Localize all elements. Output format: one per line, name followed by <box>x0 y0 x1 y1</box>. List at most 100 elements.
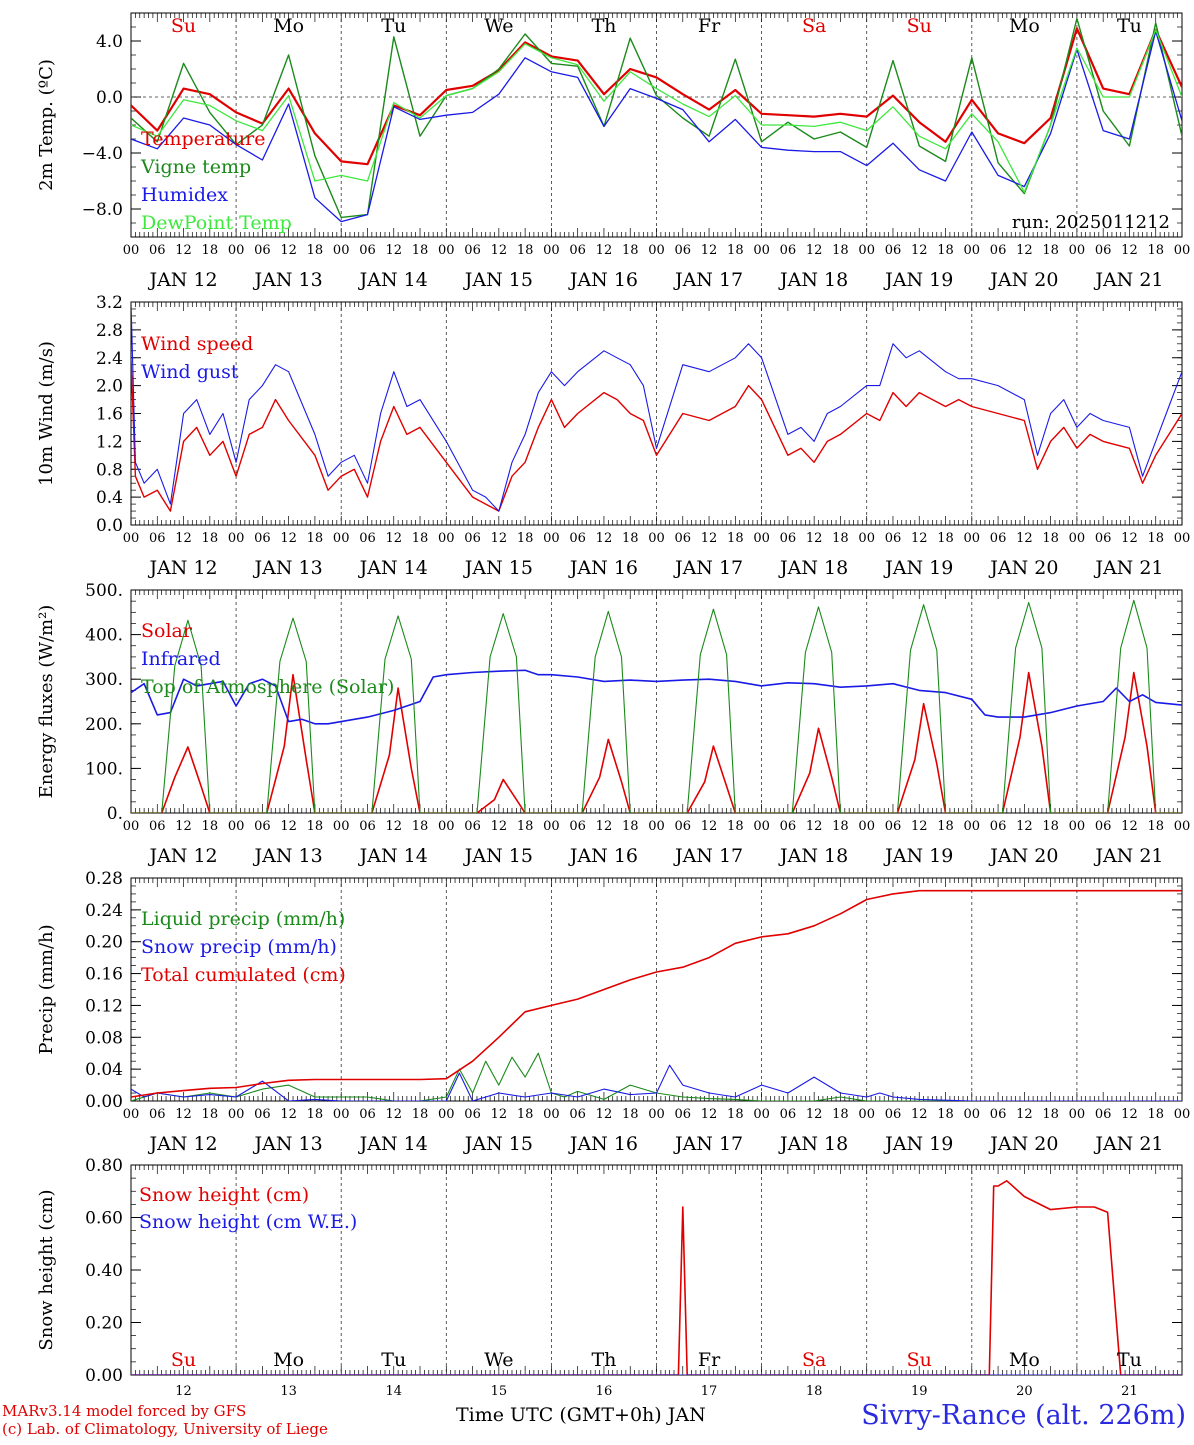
legend-entry: Snow height (cm) <box>139 1184 309 1206</box>
y-tick-label: 0.08 <box>85 1028 123 1048</box>
hour-tick-label: 00 <box>333 819 350 834</box>
date-label: JAN 14 <box>358 1133 428 1155</box>
hour-tick-label: 00 <box>964 1107 981 1122</box>
day-number-label: 20 <box>1016 1384 1033 1399</box>
y-tick-label: 500. <box>85 581 123 601</box>
hour-tick-label: 00 <box>228 1107 245 1122</box>
day-number-label: 21 <box>1121 1384 1138 1399</box>
y-tick-label: 4.0 <box>96 32 123 52</box>
hour-tick-label: 18 <box>412 1107 429 1122</box>
hour-tick-label: 12 <box>491 1107 508 1122</box>
hour-tick-label: 00 <box>753 243 770 258</box>
hour-tick-label: 00 <box>438 1107 455 1122</box>
legend-entry: Total cumulated (cm) <box>141 964 346 986</box>
y-tick-label: 0.16 <box>85 965 123 985</box>
hour-tick-label: 00 <box>964 243 981 258</box>
legend-entry: Solar <box>141 620 193 642</box>
y-axis-label: Snow height (cm) <box>36 1189 57 1350</box>
y-tick-label: 1.6 <box>96 405 123 425</box>
hour-tick-label: 18 <box>202 1107 219 1122</box>
hour-tick-label: 12 <box>1016 243 1033 258</box>
day-number-label: 12 <box>175 1384 192 1399</box>
hour-tick-label: 12 <box>1016 1107 1033 1122</box>
series-infrared <box>131 669 1182 725</box>
hour-tick-label: 00 <box>438 819 455 834</box>
panel-wind: 0.0 0.4 0.8 1.2 1.6 2.0 2.4 2.8 3.2 10m Wind (m/s… <box>36 293 1190 579</box>
hour-tick-label: 12 <box>596 1107 613 1122</box>
hour-tick-label: 12 <box>491 819 508 834</box>
hour-tick-label: 18 <box>307 1107 324 1122</box>
hour-tick-label: 06 <box>359 243 376 258</box>
hour-tick-label: 06 <box>1095 243 1112 258</box>
date-label: JAN 17 <box>673 1133 743 1155</box>
hour-tick-label: 00 <box>753 531 770 546</box>
run-annotation: run: 2025011212 <box>1012 212 1170 233</box>
hour-tick-label: 00 <box>858 819 875 834</box>
y-tick-label: 0. <box>107 804 123 824</box>
series-top-of-atmosphere-solar <box>131 599 1182 813</box>
y-tick-label: 300. <box>85 670 123 690</box>
hour-tick-label: 00 <box>333 1107 350 1122</box>
hour-tick-label: 06 <box>569 1107 586 1122</box>
hour-tick-label: 00 <box>1069 531 1086 546</box>
hour-tick-label: 18 <box>412 243 429 258</box>
date-label: JAN 12 <box>147 269 217 291</box>
hour-tick-label: 00 <box>1069 819 1086 834</box>
date-label: JAN 19 <box>883 845 953 867</box>
weekday-label: Su <box>171 1349 196 1371</box>
hour-tick-label: 06 <box>569 243 586 258</box>
hour-tick-label: 06 <box>780 819 797 834</box>
date-label: JAN 16 <box>568 269 638 291</box>
legend-entry: Snow precip (mm/h) <box>141 936 337 958</box>
y-tick-label: −4.0 <box>82 144 123 164</box>
hour-tick-label: 00 <box>543 1107 560 1122</box>
legend-entry: Temperature <box>141 128 265 150</box>
series-wind-speed <box>131 357 1182 512</box>
hour-tick-label: 18 <box>727 243 744 258</box>
weekday-label: Fr <box>698 15 721 37</box>
y-tick-label: 2.8 <box>96 321 123 341</box>
hour-tick-label: 12 <box>806 819 823 834</box>
date-label: JAN 18 <box>778 845 848 867</box>
y-tick-label: 0.60 <box>85 1209 123 1229</box>
hour-tick-label: 12 <box>911 531 928 546</box>
date-label: JAN 20 <box>988 557 1058 579</box>
hour-tick-label: 00 <box>438 531 455 546</box>
date-label: JAN 18 <box>778 1133 848 1155</box>
hour-tick-label: 06 <box>149 1107 166 1122</box>
y-axis-label: Energy fluxes (W/m²) <box>36 605 57 799</box>
date-label: JAN 13 <box>253 845 323 867</box>
hour-tick-label: 12 <box>385 1107 402 1122</box>
hour-tick-label: 00 <box>648 531 665 546</box>
hour-tick-label: 18 <box>622 1107 639 1122</box>
weekday-label: Th <box>591 1349 616 1371</box>
date-label: JAN 13 <box>253 557 323 579</box>
series-solar <box>131 671 1182 813</box>
hour-tick-label: 00 <box>753 1107 770 1122</box>
hour-tick-label: 18 <box>1147 531 1164 546</box>
date-label: JAN 20 <box>988 1133 1058 1155</box>
hour-tick-label: 18 <box>517 1107 534 1122</box>
hour-tick-label: 12 <box>701 531 718 546</box>
hour-tick-label: 06 <box>675 1107 692 1122</box>
hour-tick-label: 12 <box>280 243 297 258</box>
date-label: JAN 12 <box>147 845 217 867</box>
date-label: JAN 16 <box>568 845 638 867</box>
hour-tick-label: 18 <box>412 531 429 546</box>
hour-tick-label: 12 <box>175 531 192 546</box>
y-tick-label: 0.0 <box>96 88 123 108</box>
hour-tick-label: 18 <box>412 819 429 834</box>
hour-tick-label: 18 <box>832 531 849 546</box>
hour-tick-label: 06 <box>254 531 271 546</box>
date-label: JAN 15 <box>463 1133 533 1155</box>
hour-tick-label: 18 <box>727 1107 744 1122</box>
hour-tick-label: 12 <box>596 531 613 546</box>
legend-entry: Wind speed <box>141 333 253 355</box>
y-axis-label: 2m Temp. (ºC) <box>36 59 57 191</box>
hour-tick-label: 00 <box>858 243 875 258</box>
hour-tick-label: 12 <box>491 243 508 258</box>
weekday-label: Sa <box>802 15 826 37</box>
hour-tick-label: 00 <box>438 243 455 258</box>
hour-tick-label: 06 <box>464 1107 481 1122</box>
hour-tick-label: 12 <box>1016 819 1033 834</box>
